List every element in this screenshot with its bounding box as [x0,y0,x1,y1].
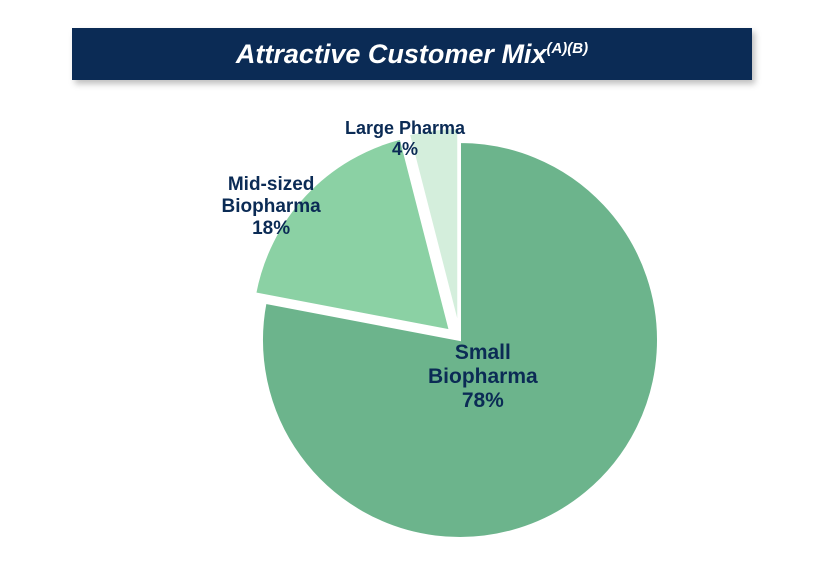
chart-title: Attractive Customer Mix(A)(B) [236,39,588,70]
chart-title-main: Attractive Customer Mix [236,39,547,69]
chart-title-superscript: (A)(B) [546,40,588,57]
pie-chart: Large Pharma4%Mid-sizedBiopharma18%Small… [0,100,824,562]
title-banner: Attractive Customer Mix(A)(B) [72,28,752,80]
pie-svg [0,100,824,562]
